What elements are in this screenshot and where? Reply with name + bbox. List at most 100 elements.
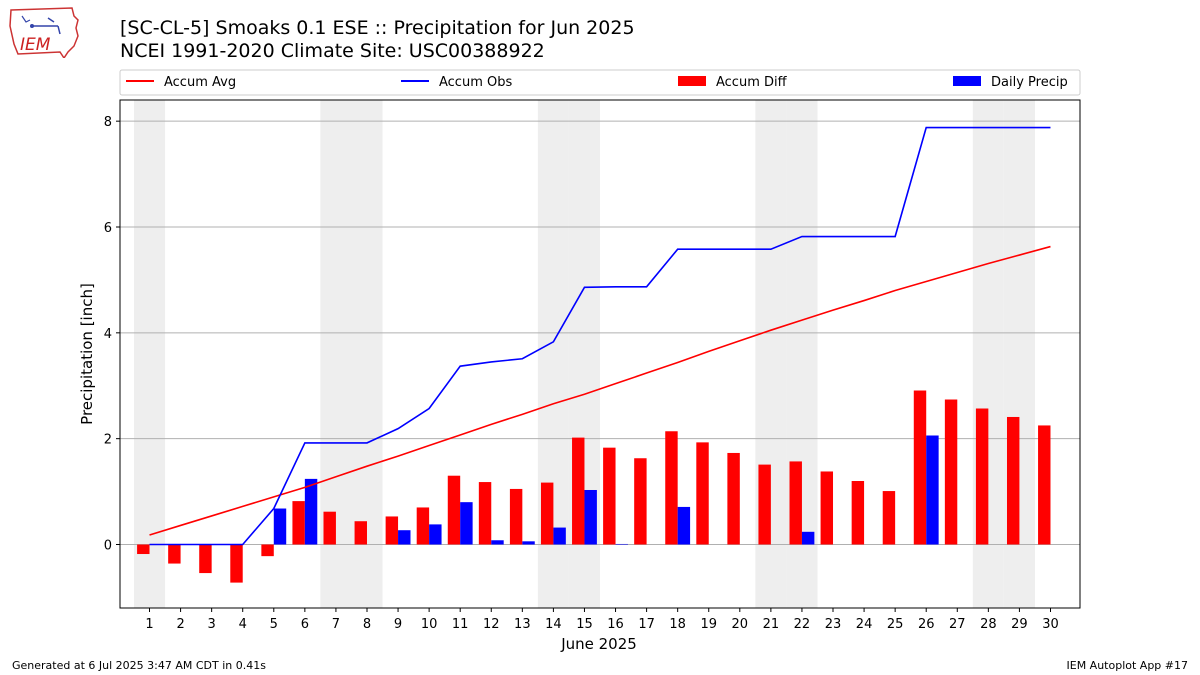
accum-diff-bar xyxy=(758,464,771,545)
app-note: IEM Autoplot App #17 xyxy=(1066,659,1189,672)
accum-diff-bar xyxy=(385,516,399,545)
y-axis-label: Precipitation [inch] xyxy=(78,283,96,425)
x-tick-label: 2 xyxy=(176,617,184,632)
daily-precip-bar xyxy=(460,502,473,545)
daily-precip-bar xyxy=(553,527,566,545)
accum-diff-bar xyxy=(820,471,834,545)
logo-text: IEM xyxy=(20,35,51,55)
x-tick-label: 24 xyxy=(856,617,873,632)
x-tick-label: 15 xyxy=(576,617,593,632)
x-axis-label: June 2025 xyxy=(560,635,637,653)
accum-diff-bar xyxy=(1006,416,1020,545)
x-tick-label: 14 xyxy=(545,617,562,632)
daily-precip-bar xyxy=(304,478,318,545)
x-axis-ticks: 1 2 3 4 5 6 7 8 9 10 11 12 13 14 15 16 17 18 19 20 21 22 23 24 2… xyxy=(145,608,1059,632)
x-tick-label: 7 xyxy=(332,617,340,632)
iem-logo: IEM xyxy=(8,6,80,60)
x-tick-label: 20 xyxy=(732,617,749,632)
weekend-band xyxy=(133,100,166,608)
series-lines xyxy=(149,126,1051,546)
daily-precip-bar xyxy=(677,506,691,545)
daily-precip-bar xyxy=(801,531,815,545)
accum-diff-bar xyxy=(509,488,523,545)
accum-diff-bar xyxy=(292,501,305,545)
accum-diff-bar xyxy=(913,390,927,545)
y-tick-label: 6 xyxy=(104,221,112,236)
x-tick-label: 26 xyxy=(918,617,935,632)
generated-note: Generated at 6 Jul 2025 3:47 AM CDT in 0… xyxy=(12,659,266,672)
daily-precip-bar xyxy=(926,435,939,545)
chart-subtitle: NCEI 1991-2020 Climate Site: USC00388922 xyxy=(120,40,545,62)
x-tick-label: 6 xyxy=(301,617,309,632)
x-tick-label: 30 xyxy=(1042,617,1059,632)
x-tick-label: 1 xyxy=(145,617,153,632)
x-tick-label: 19 xyxy=(700,617,717,632)
daily-precip-bar xyxy=(522,541,535,545)
accum-diff-bar xyxy=(1038,425,1051,545)
x-tick-label: 13 xyxy=(514,617,531,632)
x-tick-label: 11 xyxy=(452,617,469,632)
accum-diff-bar xyxy=(696,442,709,545)
y-axis-ticks: 0 2 4 6 8 xyxy=(104,115,120,554)
x-tick-label: 17 xyxy=(638,617,655,632)
accum-diff-bar xyxy=(540,482,554,545)
x-tick-label: 23 xyxy=(825,617,842,632)
x-tick-label: 16 xyxy=(607,617,624,632)
accum-diff-bar xyxy=(634,458,647,545)
accum-diff-bar xyxy=(665,431,678,545)
accum-diff-bar xyxy=(975,408,989,545)
x-tick-label: 28 xyxy=(980,617,997,632)
legend: Accum Avg Accum Obs Accum Diff Daily Precip xyxy=(119,69,1081,96)
legend-bar-swatch xyxy=(678,76,706,86)
x-tick-label: 12 xyxy=(483,617,500,632)
accum-obs-line xyxy=(149,126,1051,546)
x-tick-label: 27 xyxy=(949,617,966,632)
x-tick-label: 9 xyxy=(394,617,402,632)
legend-label: Accum Avg xyxy=(164,75,236,90)
legend-bar-swatch xyxy=(953,76,981,86)
x-tick-label: 21 xyxy=(763,617,780,632)
x-tick-label: 10 xyxy=(421,617,438,632)
accum-diff-bar xyxy=(199,544,212,574)
accum-diff-bar xyxy=(789,461,802,545)
accum-diff-bar xyxy=(478,482,492,545)
legend-box xyxy=(119,69,1081,96)
accum-diff-bar xyxy=(354,521,367,545)
accum-diff-bar xyxy=(851,481,865,545)
daily-precip-bar xyxy=(273,508,287,545)
x-tick-label: 25 xyxy=(887,617,904,632)
daily-precip-bar xyxy=(429,524,442,545)
legend-label: Accum Obs xyxy=(439,75,512,90)
x-tick-label: 18 xyxy=(669,617,686,632)
y-tick-label: 4 xyxy=(104,327,112,342)
plot-frame xyxy=(119,99,1081,609)
accum-avg-line xyxy=(149,245,1051,536)
bars xyxy=(137,390,1051,583)
daily-precip-bar xyxy=(584,489,597,545)
accum-diff-bar xyxy=(944,399,958,545)
accum-diff-bar xyxy=(137,544,150,555)
x-tick-label: 22 xyxy=(794,617,811,632)
accum-diff-bar xyxy=(168,544,181,564)
y-tick-label: 2 xyxy=(104,433,112,448)
accum-diff-bar xyxy=(230,544,243,583)
daily-precip-bar xyxy=(398,530,411,545)
accum-diff-bar xyxy=(261,544,274,557)
y-tick-label: 8 xyxy=(104,115,112,130)
accum-diff-bar xyxy=(727,452,740,545)
x-tick-label: 29 xyxy=(1011,617,1028,632)
accum-diff-bar xyxy=(447,475,461,545)
x-tick-label: 8 xyxy=(363,617,371,632)
y-tick-label: 0 xyxy=(104,539,112,554)
accum-diff-bar xyxy=(882,491,896,545)
daily-precip-bar xyxy=(491,540,504,545)
chart-title: [SC-CL-5] Smoaks 0.1 ESE :: Precipitatio… xyxy=(120,17,635,39)
daily-precip-bar xyxy=(615,543,628,545)
accum-diff-bar xyxy=(323,511,336,545)
x-tick-label: 4 xyxy=(239,617,247,632)
accum-diff-bar xyxy=(572,437,585,545)
legend-label: Daily Precip xyxy=(991,75,1068,90)
x-tick-label: 5 xyxy=(270,617,278,632)
x-tick-label: 3 xyxy=(208,617,216,632)
